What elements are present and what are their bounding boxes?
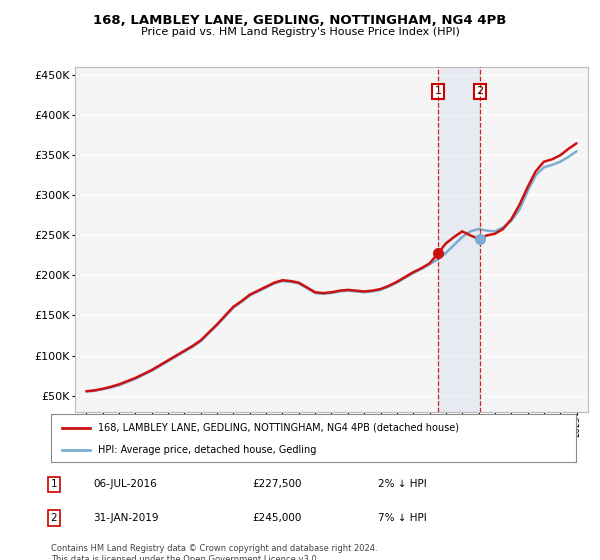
Text: 168, LAMBLEY LANE, GEDLING, NOTTINGHAM, NG4 4PB: 168, LAMBLEY LANE, GEDLING, NOTTINGHAM, … <box>94 14 506 27</box>
Bar <box>438 67 480 412</box>
Text: Price paid vs. HM Land Registry's House Price Index (HPI): Price paid vs. HM Land Registry's House … <box>140 27 460 37</box>
Text: 7% ↓ HPI: 7% ↓ HPI <box>378 513 427 523</box>
Text: 1: 1 <box>50 479 58 489</box>
Text: Contains HM Land Registry data © Crown copyright and database right 2024.
This d: Contains HM Land Registry data © Crown c… <box>51 544 377 560</box>
Text: 2% ↓ HPI: 2% ↓ HPI <box>378 479 427 489</box>
Text: £227,500: £227,500 <box>252 479 302 489</box>
Text: £245,000: £245,000 <box>252 513 301 523</box>
Text: 1: 1 <box>434 86 442 96</box>
Text: HPI: Average price, detached house, Gedling: HPI: Average price, detached house, Gedl… <box>98 445 317 455</box>
Text: 06-JUL-2016: 06-JUL-2016 <box>93 479 157 489</box>
Text: 31-JAN-2019: 31-JAN-2019 <box>93 513 158 523</box>
Text: 2: 2 <box>50 513 58 523</box>
Text: 2: 2 <box>476 86 484 96</box>
Text: 168, LAMBLEY LANE, GEDLING, NOTTINGHAM, NG4 4PB (detached house): 168, LAMBLEY LANE, GEDLING, NOTTINGHAM, … <box>98 423 459 433</box>
